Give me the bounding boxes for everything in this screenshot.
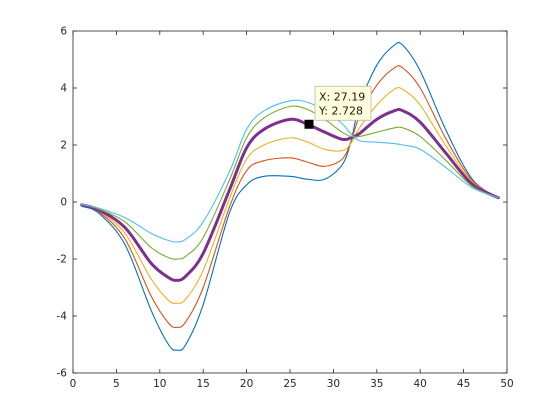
x-tick-label: 10 bbox=[153, 378, 166, 390]
y-tick-label: 0 bbox=[60, 197, 67, 209]
x-tick-label: 40 bbox=[414, 378, 427, 390]
x-tick-label: 50 bbox=[500, 378, 513, 390]
plot-area: 0 5 10 15 20 25 30 35 40 45 50 -6 -4 -2 0 2 4 6 X: 27.19 … bbox=[57, 26, 514, 391]
x-tick-label: 45 bbox=[457, 378, 470, 390]
series-line-highlighted bbox=[80, 108, 500, 282]
series-layer bbox=[80, 41, 500, 351]
datatip-y-label: Y: 2.728 bbox=[318, 104, 363, 117]
y-tick-label: 2 bbox=[60, 140, 67, 152]
x-tick-label: 25 bbox=[283, 378, 296, 390]
y-tick-label: -4 bbox=[57, 311, 68, 323]
y-tick-label: -2 bbox=[57, 254, 67, 266]
x-tick-label: 0 bbox=[70, 378, 77, 390]
axes-background bbox=[73, 31, 507, 373]
datatip-marker[interactable] bbox=[304, 119, 314, 129]
series-line-1 bbox=[81, 41, 499, 351]
series-line-3 bbox=[81, 86, 499, 304]
y-tick-label: -6 bbox=[57, 368, 68, 380]
series-line-2 bbox=[81, 65, 499, 329]
x-tick-label: 30 bbox=[327, 378, 340, 390]
y-tick-label: 4 bbox=[60, 83, 67, 95]
datatip-box bbox=[314, 85, 372, 121]
datatip[interactable]: X: 27.19 Y: 2.728 bbox=[304, 85, 372, 129]
x-tick-label: 20 bbox=[240, 378, 253, 390]
x-tick-label: 15 bbox=[197, 378, 210, 390]
series-line-6 bbox=[81, 99, 499, 243]
datatip-x-label: X: 27.19 bbox=[319, 90, 365, 103]
x-tick-label: 35 bbox=[370, 378, 383, 390]
ticks-layer: 0 5 10 15 20 25 30 35 40 45 50 -6 -4 -2 0 2 4 6 bbox=[57, 26, 514, 391]
x-tick-label: 5 bbox=[113, 378, 120, 390]
series-line-5 bbox=[81, 105, 499, 260]
y-tick-label: 6 bbox=[60, 26, 67, 38]
